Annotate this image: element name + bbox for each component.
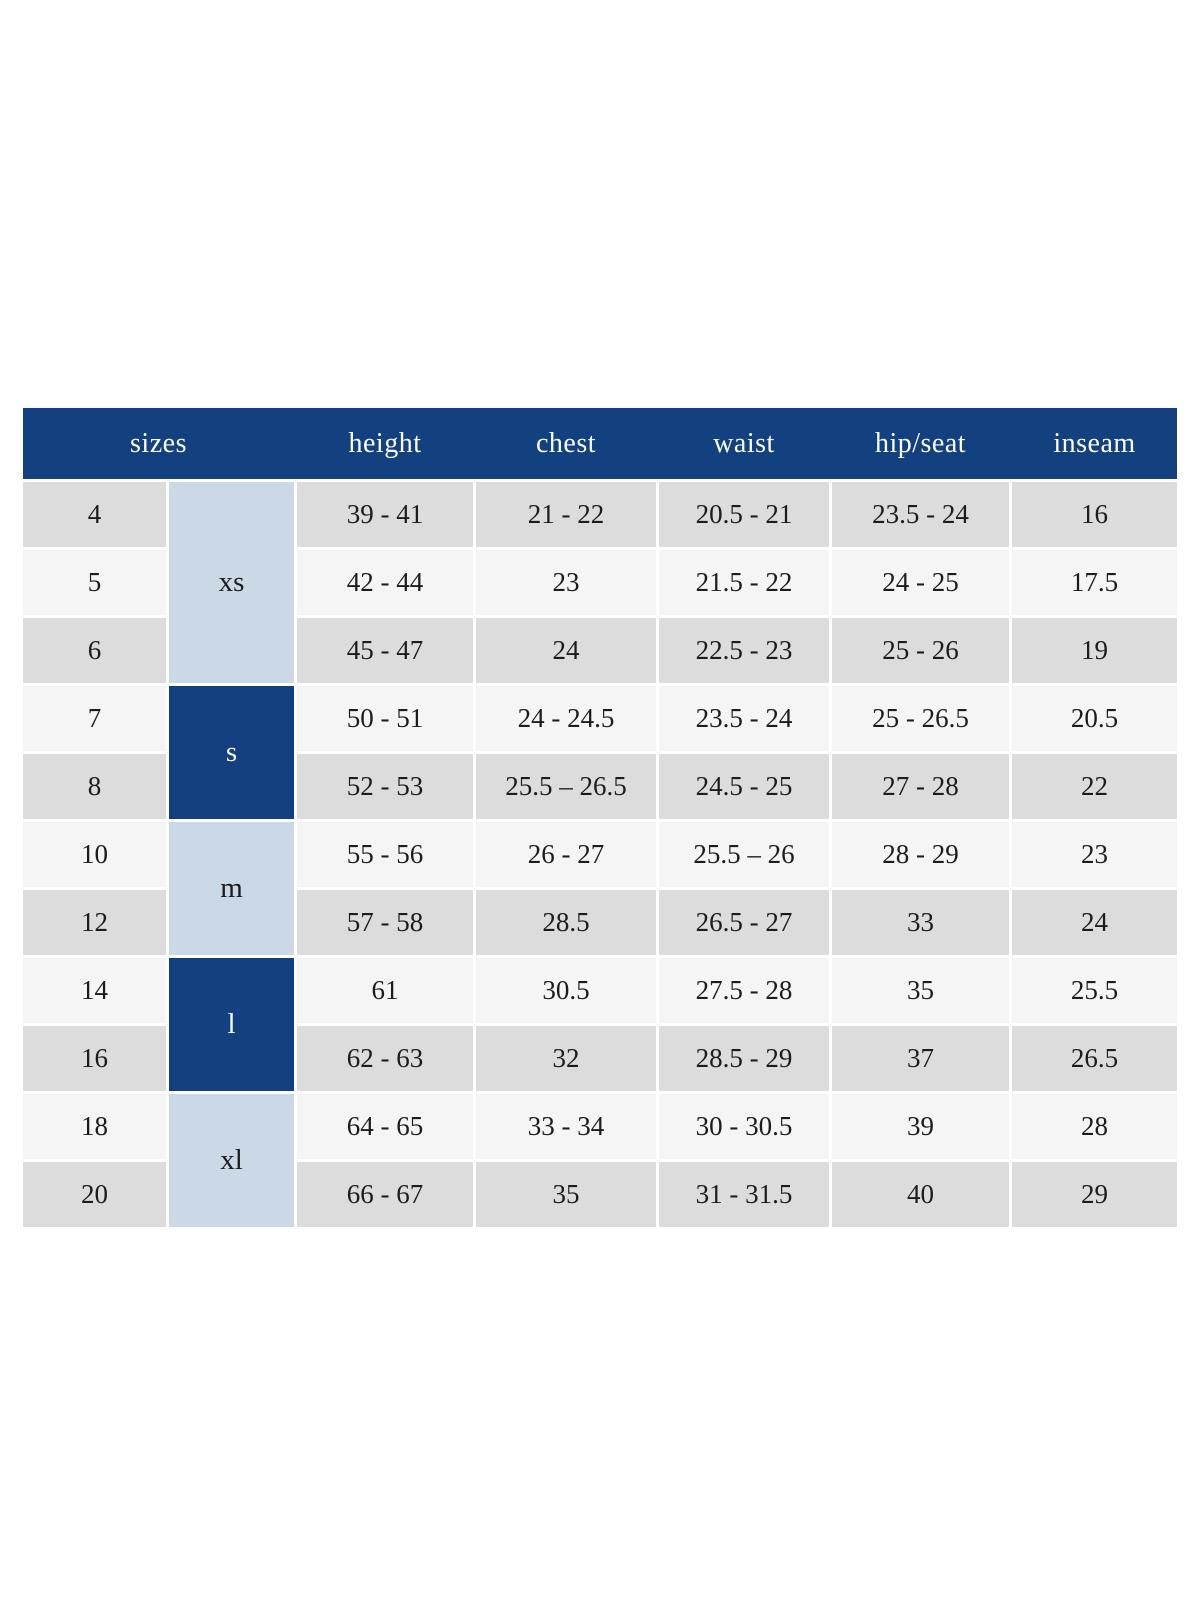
chest-value: 21 - 22 bbox=[476, 482, 656, 547]
height-value: 62 - 63 bbox=[297, 1026, 473, 1091]
waist-value: 28.5 - 29 bbox=[659, 1026, 829, 1091]
inseam-value: 22 bbox=[1012, 754, 1177, 819]
header-cell-chest: chest bbox=[535, 427, 597, 459]
chest-value: 35 bbox=[476, 1162, 656, 1227]
hip-seat-value: 33 bbox=[832, 890, 1009, 955]
waist-value: 23.5 - 24 bbox=[659, 686, 829, 751]
chest-value: 32 bbox=[476, 1026, 656, 1091]
waist-value: 25.5 – 26 bbox=[659, 822, 829, 887]
header-cell-height: height bbox=[348, 427, 422, 459]
inseam-value: 25.5 bbox=[1012, 958, 1177, 1023]
size-value: 5 bbox=[23, 550, 166, 615]
height-value: 61 bbox=[297, 958, 473, 1023]
hip-seat-value: 28 - 29 bbox=[832, 822, 1009, 887]
height-value: 64 - 65 bbox=[297, 1094, 473, 1159]
waist-value: 30 - 30.5 bbox=[659, 1094, 829, 1159]
hip-seat-value: 35 bbox=[832, 958, 1009, 1023]
height-value: 42 - 44 bbox=[297, 550, 473, 615]
chest-value: 24 - 24.5 bbox=[476, 686, 656, 751]
size-chart-table: sizes height chest waist hip/seat inseam… bbox=[23, 408, 1177, 1227]
height-value: 52 - 53 bbox=[297, 754, 473, 819]
size-group-label-s: s bbox=[169, 686, 294, 819]
height-value: 45 - 47 bbox=[297, 618, 473, 683]
height-value: 55 - 56 bbox=[297, 822, 473, 887]
hip-seat-value: 25 - 26 bbox=[832, 618, 1009, 683]
size-value: 12 bbox=[23, 890, 166, 955]
hip-seat-value: 37 bbox=[832, 1026, 1009, 1091]
waist-value: 20.5 - 21 bbox=[659, 482, 829, 547]
chest-value: 26 - 27 bbox=[476, 822, 656, 887]
waist-value: 21.5 - 22 bbox=[659, 550, 829, 615]
height-value: 66 - 67 bbox=[297, 1162, 473, 1227]
height-value: 39 - 41 bbox=[297, 482, 473, 547]
chest-value: 33 - 34 bbox=[476, 1094, 656, 1159]
chest-value: 24 bbox=[476, 618, 656, 683]
header-cell-sizes: sizes bbox=[130, 427, 187, 459]
size-group-label-xs: xs bbox=[169, 482, 294, 683]
size-value: 7 bbox=[23, 686, 166, 751]
chest-value: 28.5 bbox=[476, 890, 656, 955]
inseam-value: 16 bbox=[1012, 482, 1177, 547]
hip-seat-value: 24 - 25 bbox=[832, 550, 1009, 615]
inseam-value: 17.5 bbox=[1012, 550, 1177, 615]
waist-value: 27.5 - 28 bbox=[659, 958, 829, 1023]
chest-value: 30.5 bbox=[476, 958, 656, 1023]
header-cell-hip-seat: hip/seat bbox=[874, 427, 967, 459]
hip-seat-value: 23.5 - 24 bbox=[832, 482, 1009, 547]
size-value: 14 bbox=[23, 958, 166, 1023]
size-group-label-l: l bbox=[169, 958, 294, 1091]
size-group-label-m: m bbox=[169, 822, 294, 955]
inseam-value: 26.5 bbox=[1012, 1026, 1177, 1091]
size-value: 16 bbox=[23, 1026, 166, 1091]
inseam-value: 29 bbox=[1012, 1162, 1177, 1227]
chest-value: 23 bbox=[476, 550, 656, 615]
waist-value: 24.5 - 25 bbox=[659, 754, 829, 819]
waist-value: 31 - 31.5 bbox=[659, 1162, 829, 1227]
hip-seat-value: 40 bbox=[832, 1162, 1009, 1227]
table-header-row: sizes height chest waist hip/seat inseam bbox=[23, 408, 1177, 479]
inseam-value: 24 bbox=[1012, 890, 1177, 955]
size-value: 20 bbox=[23, 1162, 166, 1227]
inseam-value: 20.5 bbox=[1012, 686, 1177, 751]
waist-value: 26.5 - 27 bbox=[659, 890, 829, 955]
size-value: 6 bbox=[23, 618, 166, 683]
size-value: 18 bbox=[23, 1094, 166, 1159]
header-cell-waist: waist bbox=[713, 427, 775, 459]
size-value: 10 bbox=[23, 822, 166, 887]
hip-seat-value: 39 bbox=[832, 1094, 1009, 1159]
height-value: 57 - 58 bbox=[297, 890, 473, 955]
size-group-label-xl: xl bbox=[169, 1094, 294, 1227]
inseam-value: 19 bbox=[1012, 618, 1177, 683]
inseam-value: 23 bbox=[1012, 822, 1177, 887]
size-value: 8 bbox=[23, 754, 166, 819]
hip-seat-value: 27 - 28 bbox=[832, 754, 1009, 819]
height-value: 50 - 51 bbox=[297, 686, 473, 751]
inseam-value: 28 bbox=[1012, 1094, 1177, 1159]
header-cell-inseam: inseam bbox=[1053, 427, 1136, 459]
hip-seat-value: 25 - 26.5 bbox=[832, 686, 1009, 751]
size-value: 4 bbox=[23, 482, 166, 547]
waist-value: 22.5 - 23 bbox=[659, 618, 829, 683]
chest-value: 25.5 – 26.5 bbox=[476, 754, 656, 819]
